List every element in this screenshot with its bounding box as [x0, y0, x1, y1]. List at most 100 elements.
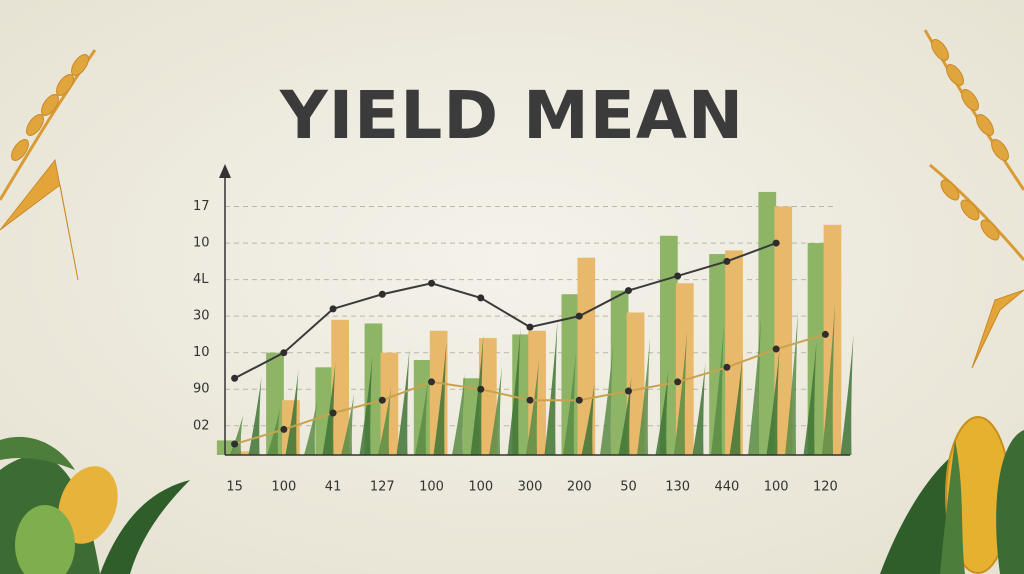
line-point — [772, 239, 780, 247]
line-point — [428, 378, 436, 386]
line-point — [378, 290, 386, 298]
grass-blade — [655, 369, 669, 455]
y-tick-label: 02 — [193, 418, 210, 433]
bar — [659, 235, 678, 455]
x-tick-label: 100 — [468, 480, 493, 495]
line-point — [477, 294, 485, 302]
bar — [232, 451, 251, 455]
line-point — [280, 425, 288, 433]
line-point — [624, 387, 632, 395]
bar — [758, 191, 777, 455]
x-tick-label: 300 — [518, 480, 543, 495]
grass-blade — [359, 355, 373, 455]
bar — [610, 290, 629, 455]
grass-blade — [822, 303, 835, 455]
line-point — [772, 345, 780, 353]
line-point — [378, 396, 386, 404]
grass-blade — [433, 341, 447, 455]
grass-blade — [618, 376, 632, 455]
line-point — [575, 396, 583, 404]
x-tick-label: 130 — [665, 480, 690, 495]
bar — [577, 257, 596, 455]
bar — [561, 294, 580, 455]
grass-blade — [840, 334, 854, 455]
line-point — [477, 385, 485, 393]
x-tick-label: 100 — [764, 480, 789, 495]
grass-blade — [581, 383, 595, 455]
corn-right — [880, 416, 1024, 574]
grass-blade — [322, 362, 336, 455]
line-point — [526, 396, 534, 404]
grass-blade — [341, 394, 354, 455]
wheat-right — [923, 29, 1024, 369]
grass-blade — [378, 387, 391, 455]
bar — [774, 206, 793, 455]
grass-blade — [729, 355, 743, 455]
y-tick-label: 10 — [193, 236, 210, 251]
x-tick-label: 41 — [325, 480, 342, 495]
x-tick-label: 100 — [271, 480, 296, 495]
line — [234, 242, 777, 380]
grass-blade — [544, 320, 558, 455]
grass-blade — [637, 338, 650, 455]
grass-blade — [452, 373, 465, 455]
grass-blade — [674, 331, 687, 455]
bar — [709, 254, 727, 455]
grass-blade — [803, 341, 817, 455]
line-point — [329, 305, 337, 313]
bar — [478, 338, 497, 455]
chart-title: YIELD MEAN — [279, 77, 744, 154]
line-point — [575, 312, 583, 320]
grass-blade — [415, 380, 428, 455]
x-tick-label: 127 — [370, 480, 395, 495]
y-tick-label: 17 — [193, 199, 210, 214]
wheat-left — [0, 49, 97, 281]
grass-blade — [304, 401, 317, 455]
grass-blade — [396, 348, 410, 455]
x-tick-label: 440 — [715, 480, 740, 495]
grass-blade — [526, 359, 539, 455]
plot-area: 02 90 10 30 4L 10 17 15 100 41 127 100 100 300 200 50 13… — [193, 191, 854, 495]
x-tick-label: 200 — [567, 480, 592, 495]
corn-left — [0, 436, 190, 574]
line-point — [723, 363, 731, 371]
grass-blade — [692, 362, 706, 455]
x-tick-label: 50 — [620, 480, 637, 495]
line-point — [231, 374, 239, 382]
y-tick-label: 10 — [193, 345, 210, 360]
line-point — [231, 440, 239, 448]
line-point — [674, 378, 682, 386]
grass-blade — [785, 310, 798, 455]
x-tick-label: 100 — [419, 480, 444, 495]
y-axis-arrow — [219, 164, 231, 178]
grass-blade — [748, 317, 761, 455]
grass-blade — [711, 324, 724, 455]
grass-blade — [285, 369, 299, 455]
line-point — [280, 349, 288, 357]
grass-blade — [766, 348, 780, 455]
grass-blade — [230, 415, 243, 455]
grass-blade — [489, 366, 502, 455]
x-tick-label: 15 — [226, 480, 243, 495]
bar — [216, 440, 235, 455]
line-point — [821, 330, 829, 338]
x-tick-label: 120 — [813, 480, 838, 495]
grass-blade — [563, 352, 576, 455]
grass-blade — [600, 345, 613, 455]
bar — [331, 319, 350, 455]
bar — [626, 312, 645, 455]
y-tick-label: 30 — [193, 309, 210, 324]
line-point — [674, 272, 682, 280]
bar — [266, 352, 284, 455]
y-tick-label: 4L — [193, 272, 209, 287]
line-point — [526, 323, 534, 331]
grass-blade — [267, 408, 280, 455]
grass-blade — [248, 376, 262, 455]
line-point — [428, 279, 436, 287]
y-tick-label: 90 — [193, 382, 210, 397]
line-point — [329, 409, 337, 417]
line-point — [624, 287, 632, 295]
grass-blade — [507, 327, 521, 455]
